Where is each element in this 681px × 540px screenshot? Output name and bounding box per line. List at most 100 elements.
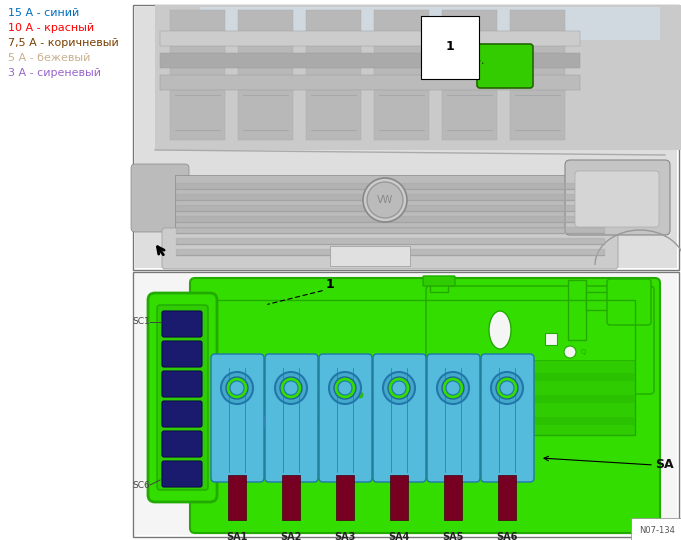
FancyBboxPatch shape [162, 228, 618, 269]
Circle shape [280, 377, 302, 399]
Bar [586, 292, 636, 310]
Bar [498, 475, 516, 520]
Bar [133, 5, 679, 270]
Circle shape [496, 377, 518, 399]
Bar [170, 10, 225, 140]
Bar [160, 31, 580, 46]
Bar [135, 7, 677, 268]
Bar [255, 414, 269, 428]
Circle shape [500, 381, 514, 395]
Circle shape [284, 381, 298, 395]
Text: 5 А - бежевый: 5 А - бежевый [8, 53, 91, 63]
Bar [228, 475, 246, 520]
Circle shape [232, 367, 248, 383]
Ellipse shape [489, 311, 511, 349]
FancyBboxPatch shape [481, 354, 534, 482]
Bar [215, 360, 635, 435]
Bar [135, 7, 677, 268]
Bar [160, 53, 580, 68]
Text: 3 А - сиреневый: 3 А - сиреневый [8, 68, 101, 78]
Circle shape [221, 372, 253, 404]
Text: N07-134: N07-134 [639, 526, 675, 535]
FancyBboxPatch shape [373, 354, 426, 482]
Circle shape [388, 377, 410, 399]
Text: Q: Q [581, 349, 586, 355]
FancyBboxPatch shape [162, 401, 202, 427]
Text: 10 А - красный: 10 А - красный [8, 23, 94, 33]
FancyBboxPatch shape [162, 341, 202, 367]
FancyBboxPatch shape [162, 311, 202, 337]
Text: SA6: SA6 [496, 532, 518, 540]
Circle shape [226, 377, 248, 399]
Circle shape [564, 346, 576, 358]
FancyBboxPatch shape [190, 278, 660, 533]
Circle shape [363, 178, 407, 222]
Circle shape [446, 381, 460, 395]
Circle shape [357, 392, 363, 398]
FancyBboxPatch shape [575, 171, 659, 227]
Bar [442, 10, 497, 140]
Text: SA: SA [655, 458, 674, 471]
FancyBboxPatch shape [211, 354, 264, 482]
Text: SA4: SA4 [388, 532, 410, 540]
Text: SA3: SA3 [334, 532, 355, 540]
Circle shape [275, 372, 307, 404]
Text: SA1: SA1 [226, 532, 248, 540]
Polygon shape [200, 7, 660, 40]
Text: 1: 1 [326, 279, 334, 292]
Bar [330, 246, 410, 266]
Bar [238, 10, 293, 140]
Bar [155, 5, 681, 150]
FancyBboxPatch shape [607, 279, 651, 325]
FancyBboxPatch shape [426, 286, 654, 394]
Circle shape [383, 372, 415, 404]
Circle shape [334, 377, 356, 399]
Circle shape [230, 381, 244, 395]
FancyBboxPatch shape [423, 276, 455, 286]
Text: 15 А - синий: 15 А - синий [8, 8, 79, 18]
Bar [133, 272, 679, 537]
FancyBboxPatch shape [162, 371, 202, 397]
FancyBboxPatch shape [427, 354, 480, 482]
Bar [568, 280, 586, 340]
Circle shape [338, 381, 352, 395]
Bar [216, 395, 634, 403]
Bar [510, 10, 565, 140]
Circle shape [347, 382, 373, 408]
Circle shape [237, 372, 243, 378]
FancyBboxPatch shape [162, 431, 202, 457]
Bar [282, 475, 300, 520]
Circle shape [437, 372, 469, 404]
FancyBboxPatch shape [477, 44, 533, 88]
Bar [175, 175, 605, 260]
Text: SC6: SC6 [132, 481, 150, 489]
Circle shape [352, 387, 368, 403]
Bar [215, 300, 635, 435]
FancyBboxPatch shape [131, 164, 189, 232]
Bar [216, 373, 634, 381]
Bar [545, 333, 557, 345]
Bar [390, 475, 408, 520]
FancyBboxPatch shape [162, 461, 202, 487]
Bar [306, 10, 361, 140]
FancyBboxPatch shape [148, 293, 217, 502]
Circle shape [227, 362, 253, 388]
Text: 1: 1 [445, 40, 454, 53]
FancyBboxPatch shape [265, 354, 318, 482]
FancyBboxPatch shape [157, 305, 208, 490]
Circle shape [367, 182, 403, 218]
Bar [135, 274, 677, 535]
Circle shape [329, 372, 361, 404]
Circle shape [491, 372, 523, 404]
Bar [336, 475, 354, 520]
Bar [216, 417, 634, 425]
Text: SC1: SC1 [132, 318, 150, 327]
Text: SA2: SA2 [281, 532, 302, 540]
Text: SA5: SA5 [443, 532, 464, 540]
Text: 7,5 А - коричневый: 7,5 А - коричневый [8, 38, 118, 48]
FancyBboxPatch shape [319, 354, 372, 482]
Text: VW: VW [377, 195, 393, 205]
Bar [160, 75, 580, 90]
Bar [374, 10, 429, 140]
FancyBboxPatch shape [565, 160, 670, 235]
